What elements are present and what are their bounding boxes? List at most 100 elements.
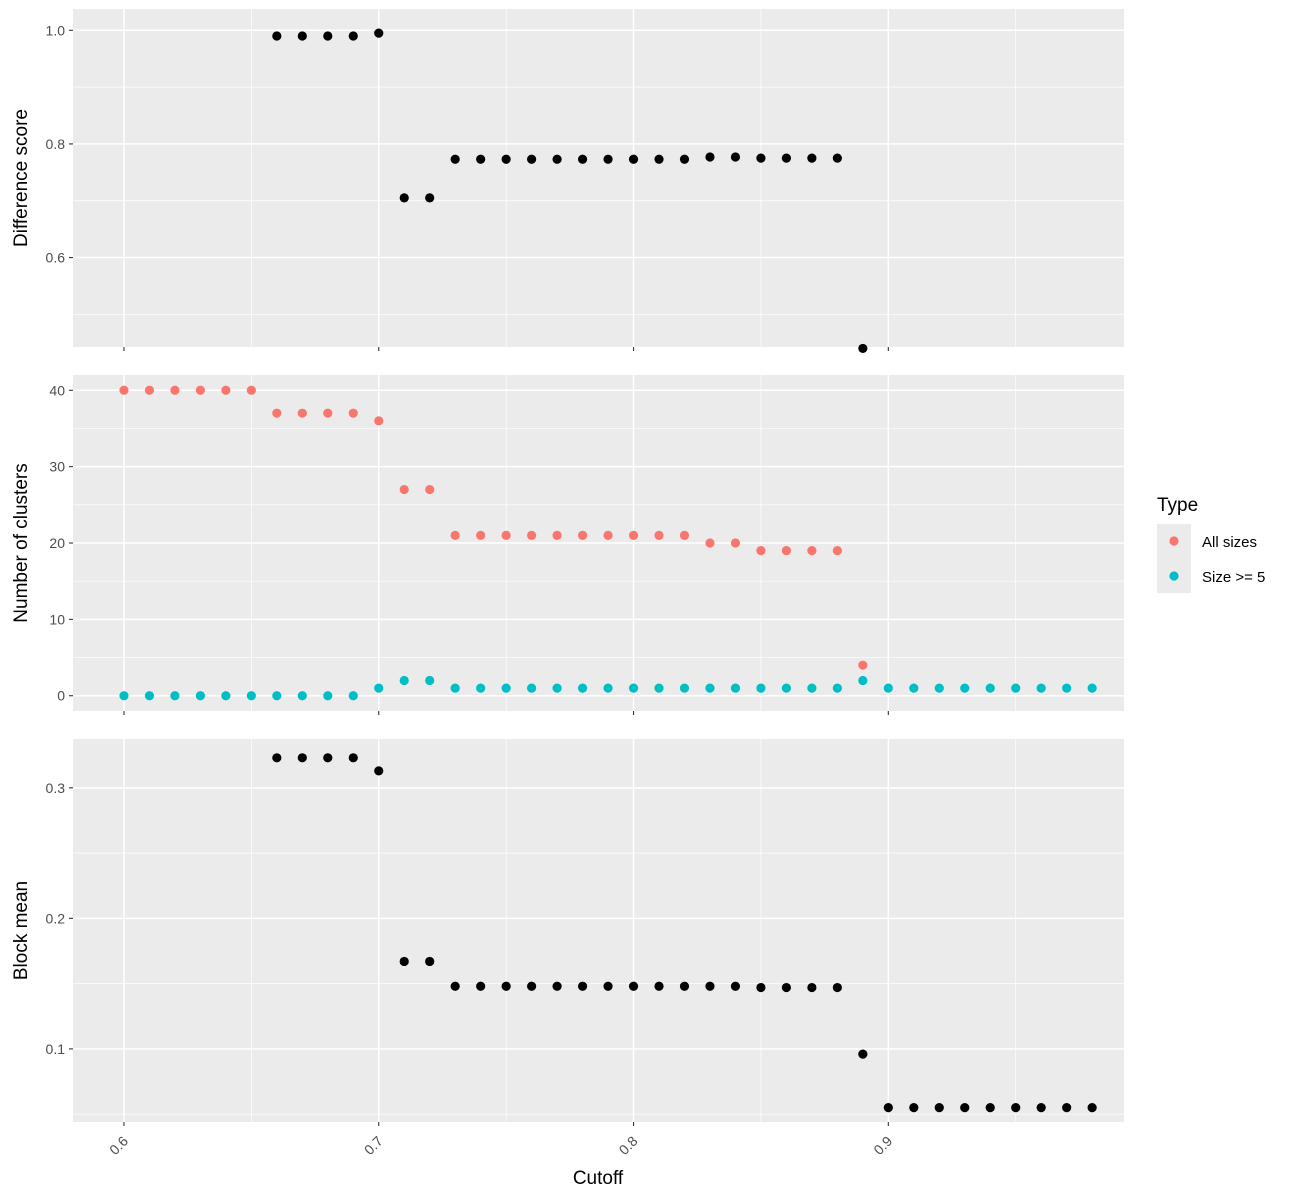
data-point <box>348 753 358 763</box>
y-tick-label: 1.0 <box>46 22 66 38</box>
data-point <box>603 981 613 991</box>
data-point <box>1087 1103 1097 1113</box>
y-tick-label: 0.2 <box>46 910 66 926</box>
data-point <box>883 683 893 693</box>
series-points <box>272 753 1097 1113</box>
data-point <box>450 981 460 991</box>
data-point <box>246 691 256 701</box>
x-axis: 0.6 0.7 0.8 0.9 <box>106 1133 896 1158</box>
legend-title: Type <box>1157 495 1198 516</box>
y-axis-title: Number of clusters <box>11 463 32 622</box>
data-point <box>552 530 562 540</box>
data-point <box>858 343 868 354</box>
series-size-5 <box>119 675 1097 701</box>
data-point <box>858 1049 868 1059</box>
panel-background <box>73 739 1124 1122</box>
data-point <box>272 408 282 418</box>
data-point <box>577 530 588 540</box>
data-point <box>374 683 384 693</box>
data-point <box>425 675 435 686</box>
data-point <box>603 683 613 693</box>
legend-key-all-sizes <box>1169 536 1179 546</box>
data-point <box>679 530 690 540</box>
data-point <box>985 1103 995 1113</box>
data-point <box>501 683 511 693</box>
data-point <box>756 683 766 693</box>
data-point <box>246 385 256 395</box>
data-point <box>501 530 511 540</box>
data-point <box>297 31 307 41</box>
data-point <box>1062 1103 1072 1113</box>
data-point <box>170 385 180 395</box>
data-point <box>679 981 690 991</box>
data-point <box>934 683 944 693</box>
series-all-sizes <box>119 385 868 670</box>
data-point <box>654 981 664 991</box>
data-point <box>628 683 639 693</box>
y-tick-label: 0 <box>57 688 65 704</box>
data-point <box>1036 1103 1046 1113</box>
data-point <box>1087 683 1097 693</box>
data-point <box>781 683 792 693</box>
data-point <box>170 691 180 701</box>
data-point <box>527 683 537 693</box>
data-point <box>119 385 129 395</box>
data-point <box>1011 1103 1021 1113</box>
x-tick-label: 0.8 <box>616 1133 641 1158</box>
data-point <box>501 981 511 991</box>
data-point <box>323 753 333 763</box>
data-point <box>960 1103 970 1113</box>
panel-3: 0.1 0.2 0.3 Block mean <box>11 739 1124 1126</box>
data-point <box>781 546 792 556</box>
data-point <box>705 683 715 693</box>
data-point <box>1011 683 1021 693</box>
data-point <box>221 385 231 395</box>
data-point <box>628 530 639 540</box>
y-tick-label: 40 <box>49 382 65 398</box>
legend-key-background <box>1157 524 1191 593</box>
data-point <box>374 766 384 776</box>
data-point <box>272 691 282 701</box>
data-point <box>628 154 639 164</box>
data-point <box>705 981 715 991</box>
data-point <box>807 683 817 693</box>
data-point <box>144 691 155 701</box>
data-point <box>527 981 537 991</box>
data-point <box>909 1103 919 1113</box>
data-point <box>934 1103 944 1113</box>
data-point <box>730 538 741 548</box>
data-point <box>654 530 664 540</box>
data-point <box>679 154 690 164</box>
y-axis-title: Difference score <box>11 109 32 247</box>
data-point <box>527 530 537 540</box>
data-point <box>1036 683 1046 693</box>
data-point <box>730 683 741 693</box>
data-point <box>603 530 613 540</box>
data-point <box>323 691 333 701</box>
y-tick-label: 0.8 <box>46 136 66 152</box>
data-point <box>832 546 842 556</box>
data-point <box>348 31 358 41</box>
x-tick-label: 0.9 <box>870 1133 895 1158</box>
data-point <box>297 691 307 701</box>
data-point <box>272 31 282 41</box>
data-point <box>1062 683 1072 693</box>
data-point <box>323 31 333 41</box>
data-point <box>705 538 715 548</box>
data-point <box>399 193 409 203</box>
data-point <box>450 154 460 164</box>
data-point <box>909 683 919 693</box>
data-point <box>221 691 231 701</box>
panel-background <box>73 9 1124 347</box>
data-point <box>679 683 690 693</box>
data-point <box>374 28 384 38</box>
y-tick-label: 0.3 <box>46 780 66 796</box>
y-tick-label: 20 <box>49 535 65 551</box>
data-point <box>628 981 639 991</box>
data-point <box>119 691 129 701</box>
data-point <box>450 683 460 693</box>
data-point <box>756 982 766 993</box>
legend-key-size-5 <box>1169 571 1179 581</box>
data-point <box>476 530 486 540</box>
data-point <box>730 981 741 991</box>
